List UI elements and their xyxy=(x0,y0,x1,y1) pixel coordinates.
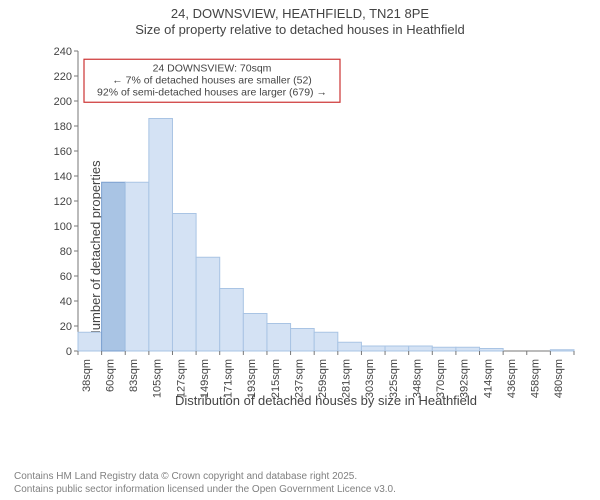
histogram-bar xyxy=(149,118,173,351)
svg-text:140: 140 xyxy=(54,171,72,183)
x-tick-label: 414sqm xyxy=(482,359,494,398)
footer: Contains HM Land Registry data © Crown c… xyxy=(14,471,396,496)
histogram-bar xyxy=(314,332,338,351)
title-line-2: Size of property relative to detached ho… xyxy=(0,22,600,38)
histogram-svg: 0 20 40 60 80 100 120 140 160 180 200 220 240 38sqm 60… xyxy=(50,45,580,415)
histogram-bar xyxy=(125,182,149,351)
svg-text:80: 80 xyxy=(60,246,72,258)
histogram-bar xyxy=(291,328,315,351)
svg-text:160: 160 xyxy=(54,146,72,158)
title-block: 24, DOWNSVIEW, HEATHFIELD, TN21 8PE Size… xyxy=(0,6,600,39)
x-tick-label: 60sqm xyxy=(104,359,116,392)
histogram-bar xyxy=(220,288,244,351)
title-line-1: 24, DOWNSVIEW, HEATHFIELD, TN21 8PE xyxy=(0,6,600,22)
histogram-bar xyxy=(102,182,126,351)
svg-text:180: 180 xyxy=(54,121,72,133)
histogram-bar xyxy=(456,347,480,351)
annotation-line: 24 DOWNSVIEW: 70sqm xyxy=(153,62,272,74)
chart-container: 24, DOWNSVIEW, HEATHFIELD, TN21 8PE Size… xyxy=(0,0,600,500)
x-tick-label: 83sqm xyxy=(128,359,140,392)
annotation-line: 92% of semi-detached houses are larger (… xyxy=(97,86,327,98)
histogram-bar xyxy=(361,346,385,351)
svg-text:120: 120 xyxy=(54,196,72,208)
annotation-line: ← 7% of detached houses are smaller (52) xyxy=(112,74,312,86)
footer-line-1: Contains HM Land Registry data © Crown c… xyxy=(14,471,396,484)
svg-text:100: 100 xyxy=(54,221,72,233)
x-tick-label: 38sqm xyxy=(81,359,93,392)
histogram-bar xyxy=(338,342,362,351)
x-tick-label: 436sqm xyxy=(506,359,518,398)
histogram-bar xyxy=(267,323,291,351)
histogram-bar xyxy=(78,332,102,351)
svg-text:200: 200 xyxy=(54,96,72,108)
histogram-bar xyxy=(243,313,267,351)
svg-text:60: 60 xyxy=(60,271,72,283)
svg-text:20: 20 xyxy=(60,321,72,333)
histogram-bar xyxy=(480,348,504,351)
histogram-bar xyxy=(550,349,574,350)
histogram-bar xyxy=(172,213,196,351)
x-tick-label: 458sqm xyxy=(530,358,542,397)
histogram-bar xyxy=(409,346,433,351)
chart-area: 0 20 40 60 80 100 120 140 160 180 200 220 240 38sqm 60… xyxy=(50,45,600,420)
x-axis-label: Distribution of detached houses by size … xyxy=(175,393,477,408)
footer-line-2: Contains public sector information licen… xyxy=(14,484,396,497)
x-tick-label: 480sqm xyxy=(553,359,565,398)
x-tick-label: 105sqm xyxy=(152,359,164,398)
histogram-bar xyxy=(432,347,456,351)
histogram-bar xyxy=(196,257,220,351)
svg-text:240: 240 xyxy=(54,46,72,58)
svg-text:220: 220 xyxy=(54,71,72,83)
histogram-bar xyxy=(385,346,409,351)
svg-text:40: 40 xyxy=(60,296,72,308)
svg-text:0: 0 xyxy=(66,346,72,358)
